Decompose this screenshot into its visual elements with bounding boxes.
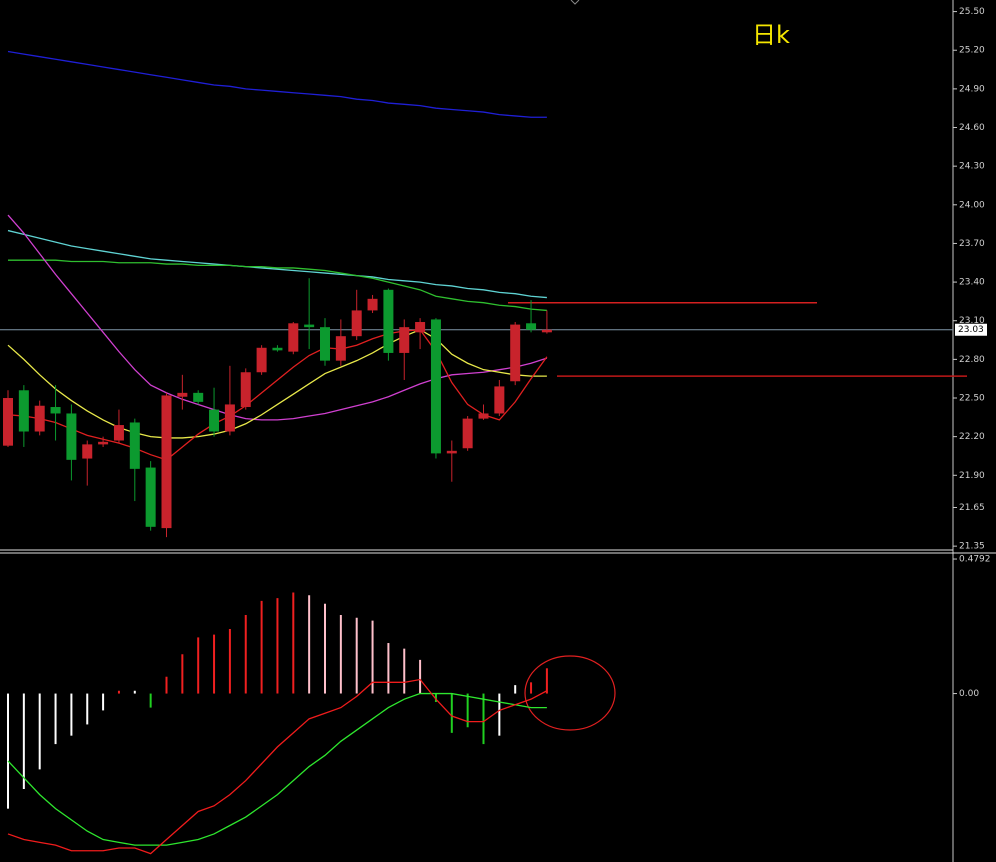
moving-average: [8, 259, 547, 312]
candle-body: [98, 441, 109, 445]
y-tick-label: 23.10: [959, 316, 985, 326]
annotation-circle: [524, 655, 616, 731]
candle-body: [494, 386, 505, 414]
candle-body: [446, 450, 457, 454]
last-price-label: 23.03: [958, 325, 984, 335]
moving-average: [7, 229, 547, 299]
y-tick-label: 21.35: [959, 542, 985, 552]
moving-average: [7, 329, 548, 461]
dea-line: [7, 692, 547, 846]
candle-body: [50, 407, 61, 414]
dif-line: [7, 678, 548, 855]
candle-body: [510, 324, 521, 382]
candle-body: [383, 289, 394, 353]
y-tick-label: 24.60: [959, 123, 985, 133]
y-tick-label: 22.80: [959, 355, 985, 365]
last-price-box: [955, 323, 987, 336]
y-tick-label: 21.65: [959, 503, 985, 513]
candle-body: [209, 409, 220, 432]
candle-body: [66, 413, 77, 460]
candle-body: [256, 347, 267, 373]
candle-body: [224, 404, 235, 432]
y-tick-label: 22.50: [959, 394, 985, 404]
candle-body: [18, 390, 29, 432]
candle-body: [541, 329, 552, 333]
candle-body: [367, 298, 378, 311]
chart-title: 日k: [752, 21, 790, 49]
y-tick-label: 25.20: [959, 46, 985, 56]
candle-body: [272, 347, 283, 351]
candle-body: [129, 422, 140, 469]
moving-average: [7, 214, 548, 421]
y-tick-label: 23.70: [959, 239, 985, 249]
y-tick-label: 24.90: [959, 84, 985, 94]
candle-body: [82, 444, 93, 459]
moving-average: [7, 50, 547, 118]
y-tick-label: 24.30: [959, 162, 985, 172]
candle-body: [526, 323, 537, 330]
y-tick-label: 0.4792: [959, 555, 991, 565]
candle-body: [320, 327, 330, 361]
candle-body: [462, 418, 473, 449]
candle-body: [399, 327, 410, 353]
candle-body: [177, 392, 188, 397]
candle-body: [415, 322, 426, 333]
y-tick-label: 21.90: [959, 471, 985, 481]
y-tick-label: 24.00: [959, 200, 985, 210]
y-tick-label: 25.50: [959, 7, 985, 17]
candle-body: [351, 310, 362, 337]
candle-body: [145, 467, 156, 527]
candle-body: [34, 405, 45, 432]
candle-body: [161, 395, 172, 529]
marker: [570, 0, 580, 5]
candle-body: [288, 323, 299, 352]
y-tick-label: 0.00: [959, 689, 979, 699]
candle-body: [240, 372, 251, 408]
candle-body: [3, 398, 13, 446]
candle-body: [478, 413, 489, 419]
candle-body: [304, 324, 315, 328]
candle-body: [430, 319, 441, 454]
y-tick-label: 23.40: [959, 278, 985, 288]
candle-body: [335, 336, 346, 361]
moving-average: [7, 329, 547, 439]
y-tick-label: 22.20: [959, 432, 985, 442]
candle-body: [193, 392, 204, 402]
candle-body: [113, 425, 124, 441]
